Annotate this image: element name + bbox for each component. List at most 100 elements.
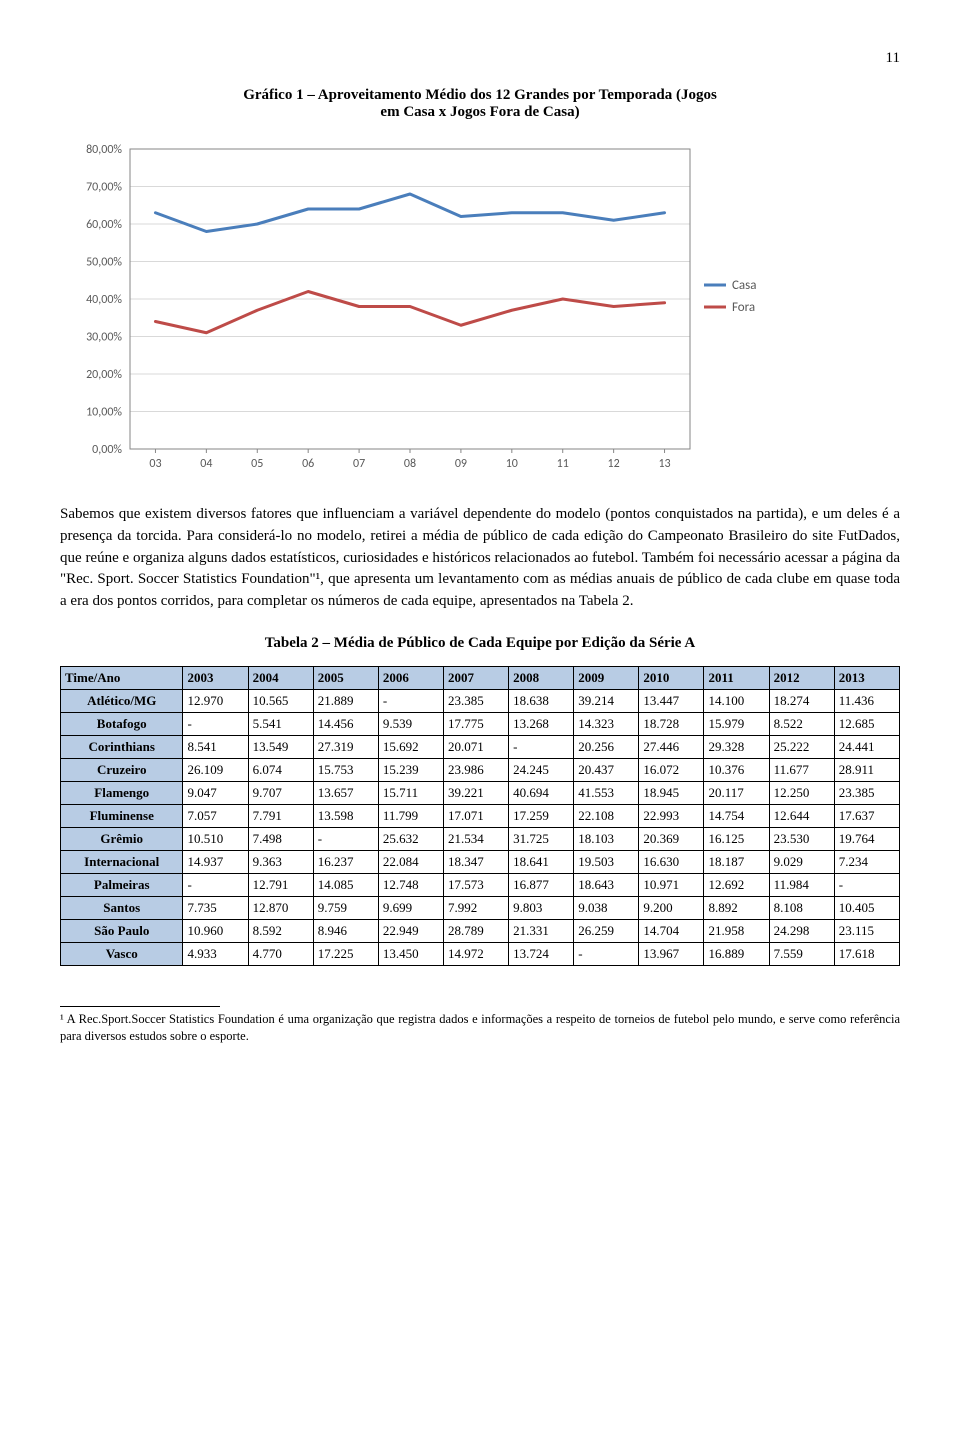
value-cell: 24.245 bbox=[509, 758, 574, 781]
value-cell: - bbox=[313, 827, 378, 850]
value-cell: 18.641 bbox=[509, 850, 574, 873]
value-cell: 15.979 bbox=[704, 712, 769, 735]
value-cell: 23.986 bbox=[443, 758, 508, 781]
table-row: São Paulo10.9608.5928.94622.94928.78921.… bbox=[61, 919, 900, 942]
value-cell: 16.125 bbox=[704, 827, 769, 850]
value-cell: 20.437 bbox=[574, 758, 639, 781]
table-header-cell: 2006 bbox=[378, 666, 443, 689]
value-cell: 17.637 bbox=[834, 804, 899, 827]
value-cell: 9.047 bbox=[183, 781, 248, 804]
value-cell: 23.385 bbox=[834, 781, 899, 804]
value-cell: 4.770 bbox=[248, 942, 313, 965]
value-cell: 29.328 bbox=[704, 735, 769, 758]
data-table: Time/Ano20032004200520062007200820092010… bbox=[60, 666, 900, 966]
value-cell: 10.971 bbox=[639, 873, 704, 896]
value-cell: 8.108 bbox=[769, 896, 834, 919]
value-cell: 13.724 bbox=[509, 942, 574, 965]
value-cell: 14.972 bbox=[443, 942, 508, 965]
value-cell: 40.694 bbox=[509, 781, 574, 804]
value-cell: 21.534 bbox=[443, 827, 508, 850]
value-cell: 14.100 bbox=[704, 689, 769, 712]
value-cell: 22.108 bbox=[574, 804, 639, 827]
value-cell: 23.385 bbox=[443, 689, 508, 712]
svg-text:11: 11 bbox=[557, 457, 569, 471]
table-row: Santos7.73512.8709.7599.6997.9929.8039.0… bbox=[61, 896, 900, 919]
value-cell: 11.436 bbox=[834, 689, 899, 712]
value-cell: 20.071 bbox=[443, 735, 508, 758]
value-cell: 9.539 bbox=[378, 712, 443, 735]
table-row: Vasco4.9334.77017.22513.45014.97213.724-… bbox=[61, 942, 900, 965]
value-cell: 25.222 bbox=[769, 735, 834, 758]
table-header-cell: 2010 bbox=[639, 666, 704, 689]
value-cell: - bbox=[574, 942, 639, 965]
value-cell: 21.331 bbox=[509, 919, 574, 942]
value-cell: 39.214 bbox=[574, 689, 639, 712]
table-title: Tabela 2 – Média de Público de Cada Equi… bbox=[60, 635, 900, 652]
table-row: Palmeiras-12.79114.08512.74817.57316.877… bbox=[61, 873, 900, 896]
value-cell: 16.630 bbox=[639, 850, 704, 873]
value-cell: 9.029 bbox=[769, 850, 834, 873]
value-cell: 14.085 bbox=[313, 873, 378, 896]
svg-text:10: 10 bbox=[506, 457, 518, 471]
value-cell: 26.109 bbox=[183, 758, 248, 781]
table-header-cell: Time/Ano bbox=[61, 666, 183, 689]
value-cell: 15.711 bbox=[378, 781, 443, 804]
value-cell: 28.911 bbox=[834, 758, 899, 781]
value-cell: 28.789 bbox=[443, 919, 508, 942]
team-name-cell: Grêmio bbox=[61, 827, 183, 850]
svg-text:80,00%: 80,00% bbox=[86, 143, 122, 157]
value-cell: 14.754 bbox=[704, 804, 769, 827]
table-header-cell: 2013 bbox=[834, 666, 899, 689]
table-header-cell: 2012 bbox=[769, 666, 834, 689]
value-cell: 24.298 bbox=[769, 919, 834, 942]
value-cell: 26.259 bbox=[574, 919, 639, 942]
value-cell: 16.237 bbox=[313, 850, 378, 873]
value-cell: 7.057 bbox=[183, 804, 248, 827]
value-cell: 14.323 bbox=[574, 712, 639, 735]
value-cell: 15.239 bbox=[378, 758, 443, 781]
svg-text:Casa: Casa bbox=[732, 278, 756, 293]
value-cell: - bbox=[183, 712, 248, 735]
value-cell: 22.084 bbox=[378, 850, 443, 873]
svg-text:50,00%: 50,00% bbox=[86, 256, 122, 270]
value-cell: 7.234 bbox=[834, 850, 899, 873]
value-cell: 7.791 bbox=[248, 804, 313, 827]
value-cell: 23.530 bbox=[769, 827, 834, 850]
table-header-cell: 2009 bbox=[574, 666, 639, 689]
value-cell: 27.319 bbox=[313, 735, 378, 758]
value-cell: 15.692 bbox=[378, 735, 443, 758]
svg-text:12: 12 bbox=[608, 457, 620, 471]
value-cell: 17.225 bbox=[313, 942, 378, 965]
table-row: Flamengo9.0479.70713.65715.71139.22140.6… bbox=[61, 781, 900, 804]
table-row: Internacional14.9379.36316.23722.08418.3… bbox=[61, 850, 900, 873]
figure-title: Gráfico 1 – Aproveitamento Médio dos 12 … bbox=[60, 87, 900, 121]
svg-text:20,00%: 20,00% bbox=[86, 368, 122, 382]
value-cell: 8.522 bbox=[769, 712, 834, 735]
value-cell: 7.559 bbox=[769, 942, 834, 965]
value-cell: 13.598 bbox=[313, 804, 378, 827]
value-cell: 20.256 bbox=[574, 735, 639, 758]
value-cell: 13.268 bbox=[509, 712, 574, 735]
value-cell: 13.549 bbox=[248, 735, 313, 758]
team-name-cell: Fluminense bbox=[61, 804, 183, 827]
figure-title-line1: Gráfico 1 – Aproveitamento Médio dos 12 … bbox=[243, 87, 717, 103]
svg-text:40,00%: 40,00% bbox=[86, 293, 122, 307]
value-cell: 21.889 bbox=[313, 689, 378, 712]
value-cell: 14.704 bbox=[639, 919, 704, 942]
value-cell: 10.565 bbox=[248, 689, 313, 712]
value-cell: 12.692 bbox=[704, 873, 769, 896]
value-cell: 17.071 bbox=[443, 804, 508, 827]
value-cell: 16.072 bbox=[639, 758, 704, 781]
table-header-cell: 2005 bbox=[313, 666, 378, 689]
value-cell: 11.984 bbox=[769, 873, 834, 896]
team-name-cell: Cruzeiro bbox=[61, 758, 183, 781]
value-cell: 15.753 bbox=[313, 758, 378, 781]
value-cell: 12.870 bbox=[248, 896, 313, 919]
value-cell: 10.960 bbox=[183, 919, 248, 942]
svg-text:0,00%: 0,00% bbox=[92, 443, 122, 457]
table-row: Corinthians8.54113.54927.31915.69220.071… bbox=[61, 735, 900, 758]
value-cell: 24.441 bbox=[834, 735, 899, 758]
team-name-cell: Botafogo bbox=[61, 712, 183, 735]
value-cell: - bbox=[834, 873, 899, 896]
table-header-cell: 2004 bbox=[248, 666, 313, 689]
